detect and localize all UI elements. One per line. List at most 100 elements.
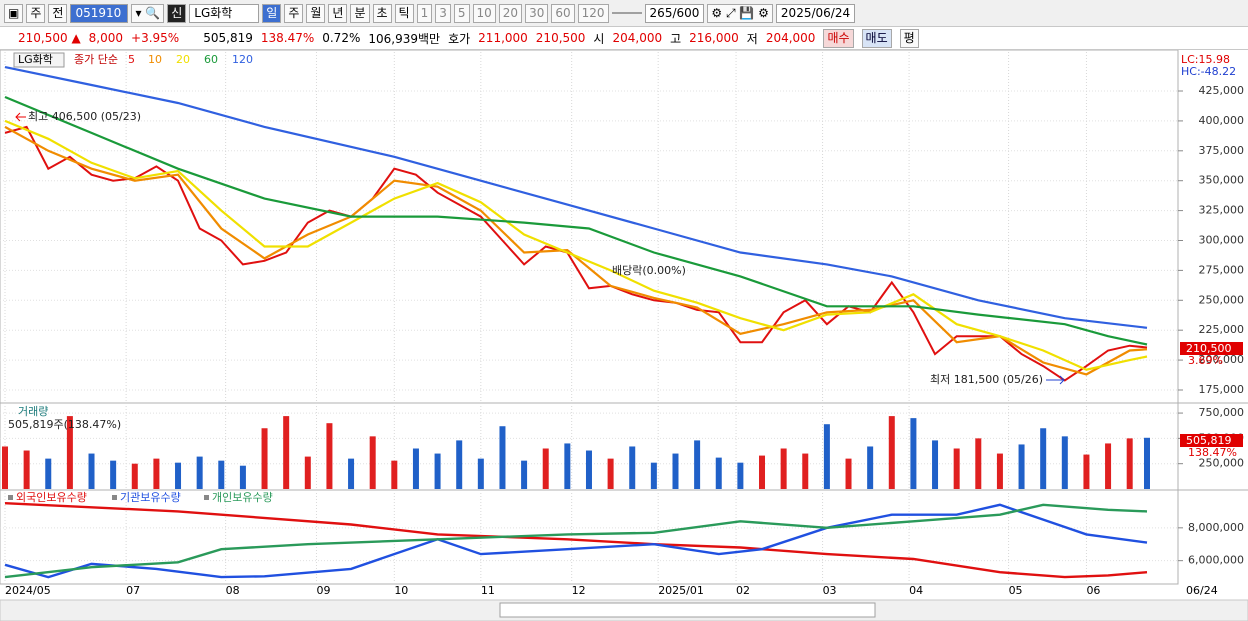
sell-button[interactable]: 매도 [861, 28, 892, 48]
annotation: 최고 406,500 (05/23) [28, 110, 141, 123]
legend-swatch [112, 495, 117, 500]
volume-bar [283, 416, 290, 489]
turnover: 0.72% [322, 31, 361, 45]
volume-box [1180, 434, 1243, 447]
series-line [4, 125, 1148, 382]
y-tick-label: 250,000 [1199, 457, 1245, 470]
high: 216,000 [689, 31, 739, 45]
volume-bar [715, 457, 722, 489]
volume-bar [261, 428, 268, 489]
annotation-arrow [15, 112, 26, 122]
volume-bar [910, 418, 917, 489]
button[interactable]: 일 [262, 3, 282, 23]
legend-entry: 60 [204, 53, 218, 66]
right-label: LC:15.98 [1181, 53, 1230, 66]
info-bar: 210,500 ▲ 8,000 +3.95% 505,819 138.47% 0… [0, 27, 1248, 50]
legend-entry: 10 [148, 53, 162, 66]
legend-entry: 개인보유수량 [212, 491, 273, 504]
button[interactable]: 전 [48, 3, 68, 23]
button[interactable]: 60 [551, 3, 575, 23]
button[interactable]: 틱 [394, 3, 414, 23]
button[interactable]: 신 [167, 3, 187, 23]
legend-entry: 5 [128, 53, 135, 66]
y-tick-label: 6,000,000 [1188, 554, 1244, 567]
icon[interactable]: ⚙ ⤢ 💾 ⚙ [707, 3, 773, 23]
volume-bar [66, 416, 73, 489]
volume-bar [1144, 437, 1150, 489]
x-tick-label: 10 [394, 584, 408, 597]
button[interactable]: 30 [525, 3, 549, 23]
button[interactable]: 초 [372, 3, 392, 23]
legend-box [13, 52, 65, 68]
volume-bar [953, 448, 960, 489]
icon[interactable]: ▣ [4, 3, 24, 23]
volume-bar [499, 426, 506, 489]
background [0, 50, 1248, 621]
series-line [4, 503, 1148, 579]
series-line [4, 503, 1148, 579]
button[interactable]: 분 [350, 3, 370, 23]
volume-bar [175, 462, 182, 489]
panel-subtitle: 505,819주(138.47%) [8, 418, 121, 431]
volume-bar [1083, 454, 1090, 489]
button[interactable]: 20 [498, 3, 523, 23]
date-input[interactable]: 2025/06/24 [775, 3, 856, 23]
input[interactable] [611, 12, 642, 14]
change: 8,000 [88, 31, 124, 45]
legend-label: 종가 단순 [74, 53, 118, 66]
volume-bar [153, 458, 160, 489]
button[interactable]: 월 [306, 3, 326, 23]
code-input[interactable]: 051910 [70, 3, 129, 23]
open: 204,000 [612, 31, 663, 45]
right-label: 505,819 [1186, 434, 1232, 447]
volume-bar [369, 436, 376, 489]
x-tick-label: 11 [481, 584, 495, 597]
volume-bar [45, 458, 52, 489]
x-tick-label: 02 [736, 584, 750, 597]
volume-bar [585, 450, 592, 489]
price: 210,500 ▲ [18, 31, 81, 45]
icon[interactable]: ▾ 🔍 [131, 3, 165, 23]
volume-bar [131, 463, 138, 489]
legend-entry: 120 [232, 53, 253, 66]
x-end-label: 06/24 [1186, 584, 1218, 597]
y-tick-label: 275,000 [1199, 263, 1245, 276]
scroll-thumb[interactable] [499, 602, 876, 618]
button[interactable]: 주 [284, 3, 304, 23]
y-tick-label: 325,000 [1199, 204, 1245, 217]
volume-bar [607, 458, 614, 489]
volume-bar [391, 460, 398, 489]
count-input[interactable]: 265/600 [644, 3, 705, 23]
name-input[interactable]: LG화학 [189, 3, 260, 23]
volume-bar [845, 458, 852, 489]
label: 호가 [448, 31, 471, 46]
volume-bar [975, 438, 982, 489]
buy-button[interactable]: 매수 [823, 28, 854, 48]
volume-bar [996, 453, 1003, 489]
volume-bar [932, 440, 939, 489]
button[interactable]: 10 [472, 3, 496, 23]
button[interactable]: 주 [26, 3, 46, 23]
button[interactable]: 년 [328, 3, 348, 23]
volume-bar [521, 460, 528, 489]
volume-bar [218, 460, 225, 489]
y-tick-label: 250,000 [1199, 293, 1245, 306]
series-line [4, 125, 1148, 376]
y-tick-label: 200,000 [1199, 353, 1245, 366]
volume-bar [1126, 438, 1133, 489]
button[interactable]: 3 [435, 3, 451, 23]
annotation-arrow [1046, 375, 1065, 385]
label: 시 [593, 31, 605, 46]
button[interactable]: 1 [416, 3, 433, 23]
volume-bar [88, 453, 95, 489]
button[interactable]: 평 [899, 28, 919, 48]
count: 265 [649, 5, 673, 20]
x-tick-label: 2024/05 [5, 584, 51, 597]
button[interactable]: 120 [577, 3, 609, 23]
right-label: 3.69% [1188, 354, 1223, 367]
button[interactable]: 5 [453, 3, 470, 23]
x-tick-label: 2025/01 [658, 584, 704, 597]
volume-bar [759, 455, 766, 489]
